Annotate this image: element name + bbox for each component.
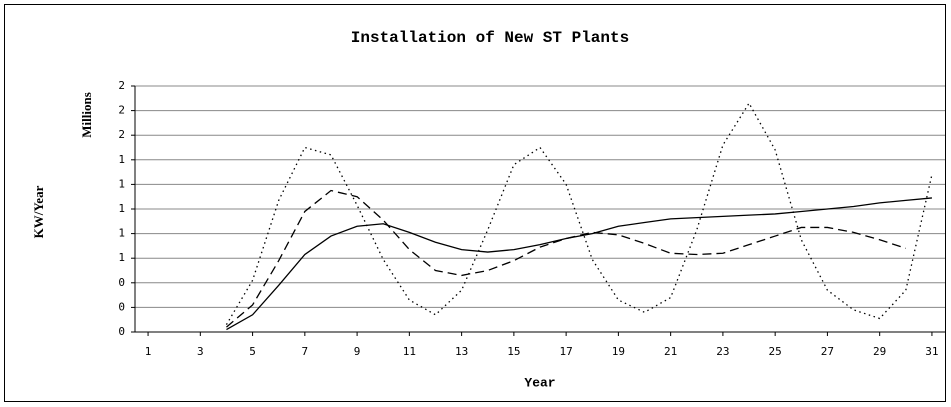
y-tick-label: 0 [118,300,125,313]
y-tick-label: 2 [118,104,125,117]
x-axis-label: Year [524,375,555,390]
y-tick-label: 0 [118,276,125,289]
chart-title: Installation of New ST Plants [351,29,629,47]
x-tick-label: 1 [145,345,152,358]
x-tick-label: 9 [354,345,361,358]
line-series [226,189,907,328]
x-tick-label: 19 [612,345,625,358]
x-tick-label: 5 [249,345,256,358]
x-tick-label: 23 [716,345,729,358]
chart-frame [4,4,946,402]
line-series [225,101,933,325]
x-tick-label: 3 [197,345,204,358]
x-tick-label: 15 [507,345,520,358]
x-tick-label: 13 [455,345,468,358]
y-tick-label: 1 [118,202,125,215]
x-tick-label: 7 [302,345,309,358]
y-tick-label: 0 [118,325,125,338]
y-unit-label: Millions [79,92,94,138]
y-axis-label: KW/Year [31,185,46,238]
x-tick-label: 17 [560,345,573,358]
x-tick-label: 31 [925,345,938,358]
x-tick-label: 21 [664,345,677,358]
x-tick-label: 25 [769,345,782,358]
line-series [226,197,932,331]
x-tick-label: 29 [873,345,886,358]
y-tick-label: 2 [118,79,125,92]
y-tick-label: 1 [118,177,125,190]
y-tick-label: 1 [118,227,125,240]
x-tick-label: 11 [403,345,416,358]
y-tick-label: 2 [118,128,125,141]
y-tick-label: 1 [118,251,125,264]
y-tick-label: 1 [118,153,125,166]
x-tick-label: 27 [821,345,834,358]
